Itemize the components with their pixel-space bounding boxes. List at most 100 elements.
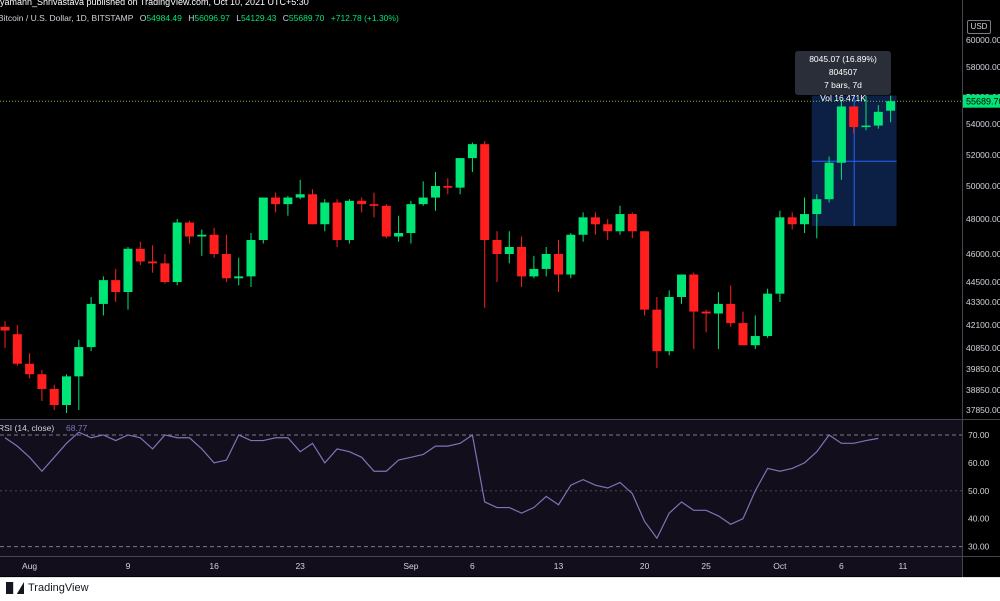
- candle: [381, 204, 391, 239]
- time-tick: Aug: [22, 561, 37, 571]
- candle-body: [652, 309, 662, 352]
- rsi-tick: 60.00: [968, 458, 990, 468]
- time-tick: 13: [554, 561, 564, 571]
- candle: [775, 210, 785, 302]
- currency-button[interactable]: USD: [967, 20, 991, 34]
- time-tick: Oct: [773, 561, 787, 571]
- candle: [221, 234, 231, 282]
- price-tick: 58000.00: [966, 62, 1000, 72]
- candle-body: [172, 222, 182, 282]
- price-axis[interactable]: 60000.0058000.0056000.0054000.0052000.00…: [966, 35, 1000, 415]
- candle: [492, 231, 502, 282]
- candle-body: [431, 186, 440, 198]
- tradingview-logo-icon: [6, 582, 24, 594]
- candle-body: [800, 214, 809, 225]
- open-value: 54984.49: [146, 13, 182, 23]
- candle-body: [12, 334, 22, 364]
- candle: [824, 156, 834, 203]
- candle-body: [873, 111, 883, 126]
- candles-layer: [0, 95, 896, 413]
- svg-text:55689.70: 55689.70: [966, 97, 1000, 107]
- candle-body: [763, 293, 773, 337]
- candle: [664, 290, 674, 356]
- candle: [357, 197, 367, 213]
- candle: [615, 205, 625, 235]
- candle-body: [283, 197, 293, 205]
- candle: [320, 199, 330, 232]
- price-tick: 54000.00: [966, 119, 1000, 129]
- price-tick: 42100.00: [966, 320, 1000, 330]
- candle: [529, 255, 539, 279]
- candle-body: [664, 297, 674, 352]
- candle-body: [185, 222, 194, 237]
- candle: [443, 178, 453, 195]
- symbol-legend[interactable]: Bitcoin / U.S. Dollar, 1D, BITSTAMP O549…: [0, 10, 403, 26]
- tradingview-logo[interactable]: TradingView: [6, 582, 89, 594]
- candle: [800, 197, 809, 233]
- rsi-axis[interactable]: 70.00 60.00 50.00 40.00 30.00: [968, 430, 990, 552]
- candle-body: [480, 144, 490, 240]
- candle: [787, 212, 797, 230]
- candle-body: [418, 197, 428, 205]
- candle-body: [209, 234, 219, 254]
- time-tick: 11: [898, 561, 907, 571]
- time-tick: 9: [126, 561, 131, 571]
- candle-body: [775, 217, 785, 294]
- candle: [74, 339, 84, 410]
- rsi-tick: 40.00: [968, 514, 990, 524]
- candle: [369, 192, 379, 218]
- candle: [135, 241, 145, 266]
- candle-body: [246, 240, 256, 277]
- candle: [578, 212, 588, 242]
- candle: [677, 274, 686, 304]
- candle-body: [160, 263, 170, 282]
- candle: [738, 311, 748, 346]
- candle-body: [295, 194, 305, 198]
- candle: [332, 199, 342, 247]
- price-tick: 39850.00: [966, 364, 1000, 374]
- candle: [197, 229, 207, 256]
- candle-body: [787, 217, 797, 225]
- candle-body: [590, 217, 600, 225]
- time-tick: 6: [839, 561, 844, 571]
- time-axis[interactable]: Aug 9 16 23 Sep 6 13 20 25 Oct 6 11: [22, 561, 908, 571]
- candle-body: [554, 254, 563, 275]
- candle-body: [701, 311, 711, 314]
- candle-body: [738, 323, 748, 346]
- candle: [234, 257, 244, 286]
- symbol-title[interactable]: Bitcoin / U.S. Dollar, 1D, BITSTAMP: [0, 13, 134, 23]
- candle-body: [886, 101, 896, 111]
- candle-body: [455, 158, 465, 188]
- rsi-label[interactable]: RSI (14, close): [0, 423, 54, 433]
- candle: [713, 292, 723, 350]
- candle: [394, 215, 404, 242]
- candle-body: [320, 202, 330, 225]
- measure-volume: Vol 16.471K: [820, 93, 866, 103]
- rsi-tick: 30.00: [968, 542, 990, 552]
- candle: [873, 105, 883, 129]
- chart-header: aryamann_Shrivastava published on Tradin…: [0, 0, 960, 23]
- candle: [886, 95, 896, 123]
- candle-body: [726, 303, 736, 324]
- rsi-value: 68.77: [66, 423, 88, 433]
- candle: [406, 200, 416, 244]
- candle-body: [713, 303, 723, 314]
- candle: [861, 95, 871, 131]
- candle: [12, 325, 22, 366]
- candle: [283, 195, 293, 216]
- measure-bars: 7 bars, 7d: [824, 80, 862, 90]
- candle: [37, 370, 47, 401]
- high-value: 56096.97: [194, 13, 230, 23]
- candle: [295, 179, 305, 200]
- candle-body: [541, 254, 551, 269]
- candle-body: [836, 106, 846, 163]
- candle-body: [197, 234, 207, 237]
- candle-body: [750, 336, 760, 346]
- candle: [258, 197, 268, 244]
- candle-body: [357, 200, 367, 205]
- price-tick: 60000.00: [966, 35, 1000, 45]
- candle-body: [689, 274, 699, 312]
- candle: [62, 374, 71, 413]
- candle: [517, 236, 527, 287]
